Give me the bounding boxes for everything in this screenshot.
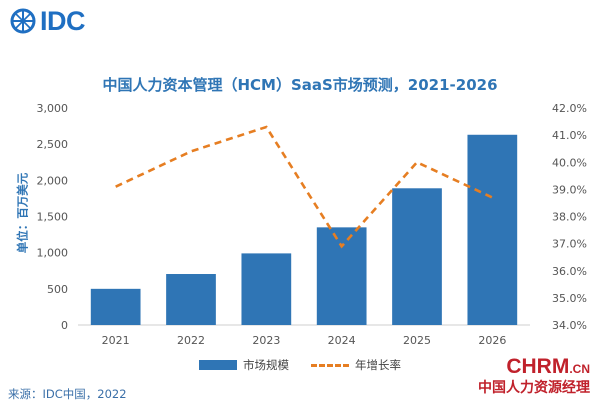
x-tick-label: 2023 — [252, 334, 280, 347]
x-tick-label: 2024 — [328, 334, 356, 347]
right-tick-label: 36.0% — [552, 265, 587, 278]
right-tick-label: 42.0% — [552, 102, 587, 115]
bar — [90, 288, 141, 325]
left-tick-label: 2,000 — [37, 174, 69, 187]
chrm-logo-subtitle: 中国人力资源经理 — [478, 380, 590, 396]
bar — [467, 134, 518, 325]
left-tick-label: 1,500 — [37, 211, 69, 224]
right-tick-label: 35.0% — [552, 292, 587, 305]
bar-series — [90, 134, 518, 325]
chrm-watermark: CHRM.CN 中国人力资源经理 — [478, 356, 590, 397]
legend-item-market-size: 市场规模 — [199, 357, 289, 373]
right-tick-label: 38.0% — [552, 211, 587, 224]
right-axis-ticks: 34.0% 35.0% 36.0% 37.0% 38.0% 39.0% 40.0% 41.0%… — [552, 102, 587, 332]
right-tick-label: 37.0% — [552, 238, 587, 251]
right-tick-label: 40.0% — [552, 156, 587, 169]
logo-text: IDC — [40, 6, 86, 36]
left-axis-ticks: 0 500 1,000 1,500 2,000 2,500 3,000 — [37, 102, 69, 332]
bar — [392, 188, 442, 325]
idc-logo: IDC — [10, 6, 86, 36]
x-tick-label: 2021 — [102, 334, 130, 347]
left-tick-label: 3,000 — [37, 102, 69, 115]
legend-item-growth-rate: 年增长率 — [311, 357, 401, 373]
left-tick-label: 2,500 — [37, 138, 69, 151]
chrm-logo-main: CHRM — [506, 355, 570, 378]
right-tick-label: 41.0% — [552, 129, 587, 142]
chrm-logo-suffix: .CN — [569, 362, 590, 376]
growth-rate-line — [115, 125, 493, 249]
left-tick-label: 500 — [47, 283, 68, 296]
right-tick-label: 39.0% — [552, 183, 587, 196]
x-tick-label: 2022 — [177, 334, 205, 347]
left-tick-label: 0 — [61, 319, 68, 332]
right-tick-label: 34.0% — [552, 319, 587, 332]
legend-swatch-bar — [199, 360, 237, 370]
x-tick-label: 2025 — [403, 334, 431, 347]
bar — [316, 227, 367, 325]
idc-globe-icon — [10, 8, 36, 34]
source-note: 来源：IDC中国，2022 — [8, 387, 127, 401]
chart-title: 中国人力资本管理（HCM）SaaS市场预测，2021-2026 — [102, 76, 498, 94]
left-tick-label: 1,000 — [37, 247, 69, 260]
bar — [166, 274, 216, 325]
legend-swatch-dashed-line — [311, 363, 349, 367]
bar — [241, 253, 292, 325]
chrm-logo-text: CHRM.CN — [478, 356, 590, 380]
x-axis-ticks: 2021 2022 2023 2024 2025 2026 — [102, 334, 507, 347]
legend-label-market-size: 市场规模 — [243, 358, 289, 372]
legend-label-growth-rate: 年增长率 — [355, 358, 401, 372]
legend: 市场规模 年增长率 — [0, 357, 600, 373]
x-tick-label: 2026 — [478, 334, 506, 347]
